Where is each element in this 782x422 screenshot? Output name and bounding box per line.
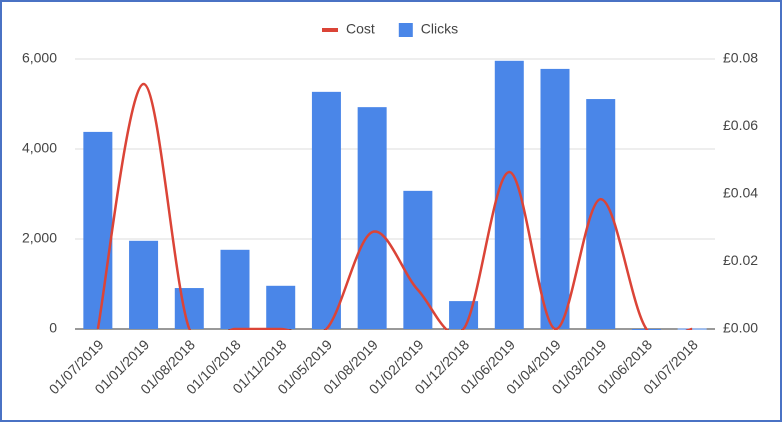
y2-tick-label: £0.04 <box>723 185 758 201</box>
y2-tick-label: £0.02 <box>723 252 758 268</box>
y2-tick-label: £0.06 <box>723 117 758 133</box>
bar <box>357 107 387 330</box>
bar <box>494 60 524 330</box>
bar <box>266 285 296 329</box>
bar <box>129 240 159 329</box>
bar <box>174 288 204 329</box>
line <box>96 82 693 330</box>
y-tick-label: 6,000 <box>22 50 57 66</box>
legend-swatch <box>322 28 338 32</box>
legend-label: Cost <box>346 21 375 37</box>
legend-label: Clicks <box>421 21 458 37</box>
y-tick-label: 2,000 <box>22 230 57 246</box>
bar <box>83 131 113 329</box>
y-tick-label: 0 <box>49 320 57 336</box>
y-tick-label: 4,000 <box>22 140 57 156</box>
bar <box>220 249 250 329</box>
bar <box>540 68 570 330</box>
bar <box>311 91 341 329</box>
legend-swatch <box>398 23 413 37</box>
bar <box>403 190 433 329</box>
y2-tick-label: £0.08 <box>723 50 758 66</box>
y2-tick-label: £0.00 <box>723 320 758 336</box>
